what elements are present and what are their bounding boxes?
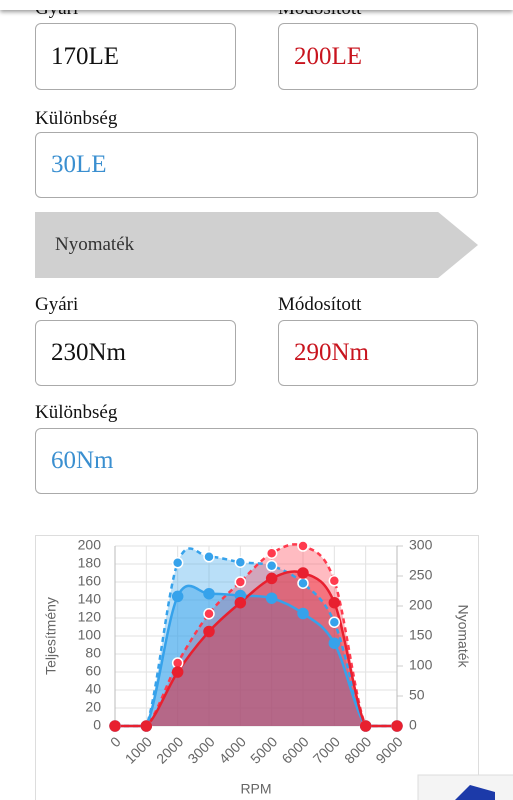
x-tick-label: 2000	[153, 733, 186, 766]
field-label: Különbség	[35, 108, 118, 129]
y-tick-label: 100	[78, 627, 102, 643]
y2-tick-label: 150	[409, 627, 433, 643]
point	[203, 625, 215, 638]
y2-tick-label: 50	[409, 687, 425, 703]
y-tick-label: 20	[85, 699, 101, 715]
line	[114, 584, 397, 728]
point	[328, 616, 341, 628]
area	[115, 585, 397, 726]
line	[114, 547, 397, 728]
y-tick-label: 40	[85, 681, 101, 697]
point	[234, 556, 247, 568]
x-tick-label: 7000	[310, 733, 343, 766]
x-tick-label: 3000	[184, 733, 217, 766]
area	[115, 548, 397, 726]
y-tick-label: 180	[78, 555, 102, 571]
y-tick-label: 140	[78, 591, 102, 607]
input[interactable]: 290Nm	[278, 320, 478, 386]
input[interactable]: 230Nm	[35, 320, 236, 386]
point	[328, 575, 341, 587]
input[interactable]: 170LE	[35, 23, 236, 90]
y2-tick-label: 100	[409, 657, 433, 673]
x-tick-label: 4000	[216, 733, 249, 766]
field-label: Különbség	[35, 402, 118, 423]
point	[234, 596, 247, 609]
x-tick-label: 0	[107, 733, 124, 750]
point	[171, 590, 184, 603]
point	[203, 587, 215, 600]
y-tick-label: 0	[93, 717, 101, 733]
area	[115, 571, 397, 726]
x-tick-label: 5000	[247, 733, 280, 766]
point	[265, 572, 278, 585]
y-tick-label: 160	[78, 573, 102, 589]
input[interactable]: 200LE	[278, 23, 478, 90]
point	[265, 547, 278, 559]
header-shadow	[0, 0, 513, 10]
x-tick-label: 1000	[122, 733, 155, 766]
field-label: Gyári	[35, 294, 79, 315]
point	[359, 720, 372, 732]
point	[203, 551, 215, 563]
point	[203, 608, 215, 620]
point	[265, 560, 278, 572]
point	[297, 567, 309, 579]
y2-tick-label: 250	[409, 567, 433, 583]
point	[328, 637, 341, 649]
point	[265, 592, 278, 604]
y2-axis-label: Nyomaték	[455, 604, 471, 668]
x-tick-label: 8000	[341, 733, 374, 766]
section-banner: Nyomaték	[35, 212, 478, 278]
x-tick-label: 9000	[372, 733, 405, 766]
x-axis-label: RPM	[240, 781, 271, 797]
point	[328, 596, 341, 609]
point	[391, 720, 403, 732]
y-tick-label: 80	[85, 645, 101, 661]
y-axis-label: Teljesítmény	[43, 597, 59, 675]
chart-frame	[35, 535, 479, 800]
point	[234, 576, 247, 588]
field-label: Módosított	[278, 294, 362, 315]
line	[114, 543, 397, 728]
point	[171, 557, 184, 569]
point	[297, 577, 309, 589]
y-tick-label: 60	[85, 663, 101, 679]
y-tick-label: 120	[78, 609, 102, 625]
x-tick-label: 6000	[278, 733, 311, 766]
point	[140, 720, 153, 732]
y-tick-label: 200	[78, 537, 102, 553]
line	[114, 570, 397, 728]
y2-tick-label: 300	[409, 537, 433, 553]
input[interactable]: 60Nm	[35, 428, 478, 494]
input[interactable]: 30LE	[35, 132, 478, 198]
point	[171, 666, 184, 678]
point	[109, 720, 121, 732]
recaptcha-icon	[455, 785, 495, 800]
y2-tick-label: 200	[409, 597, 433, 613]
point	[297, 607, 309, 620]
point	[297, 540, 309, 552]
y2-tick-label: 0	[409, 717, 417, 733]
